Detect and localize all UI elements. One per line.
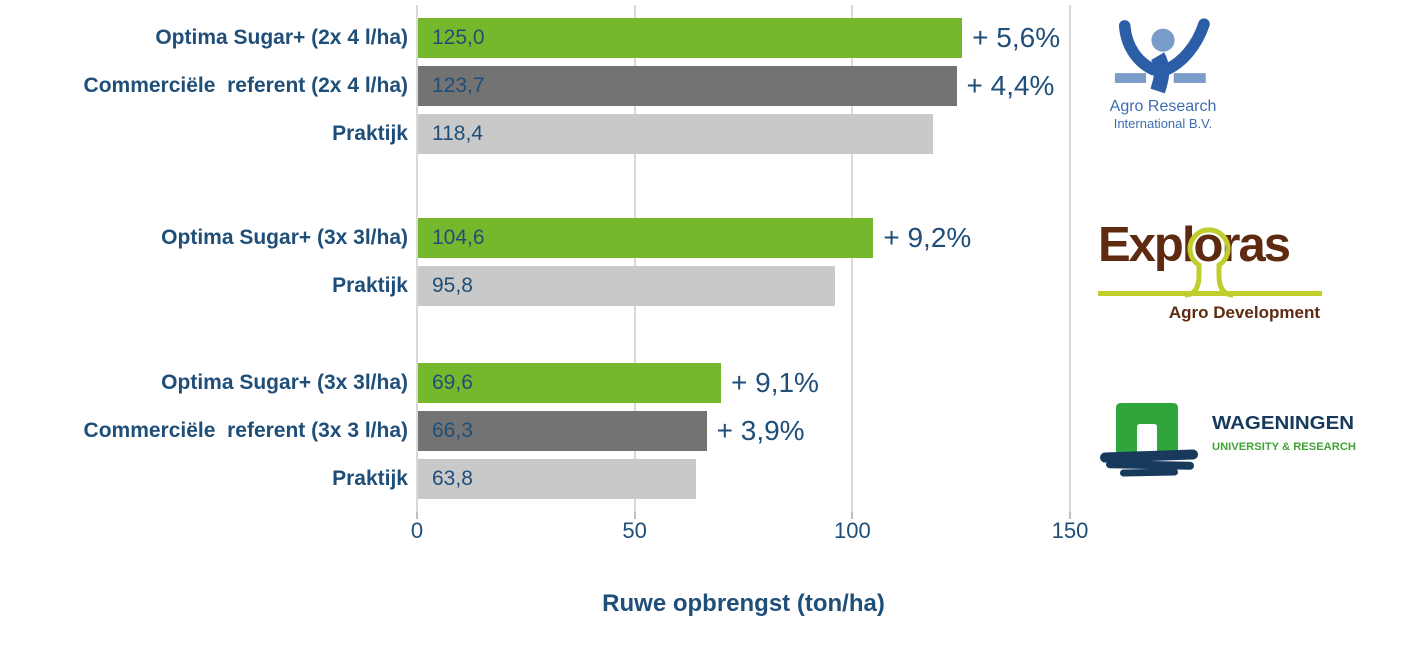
bar-value-label: 118,4 bbox=[432, 122, 483, 145]
category-label: Commerciële referent (3x 3 l/ha) bbox=[83, 419, 408, 442]
agro-research-logo-line1: Agro Research bbox=[1109, 98, 1217, 115]
gridline-150 bbox=[1069, 5, 1071, 512]
bar-commercial_referent: 123,7 bbox=[418, 66, 957, 106]
bar-praktijk: 95,8 bbox=[418, 266, 836, 306]
exploras-wordmark-o: o bbox=[1185, 221, 1234, 298]
wageningen-logo: WAGENINGEN UNIVERSITY & RESEARCH bbox=[1100, 400, 1356, 482]
bar-value-label: 69,6 bbox=[432, 371, 473, 394]
exploras-logo: Expl o ras Agro Development bbox=[1098, 218, 1322, 322]
bar-delta-label: + 5,6% bbox=[972, 22, 1061, 53]
category-label: Optima Sugar+ (3x 3l/ha) bbox=[161, 371, 408, 394]
bar-value-label: 123,7 bbox=[432, 74, 485, 97]
exploras-wordmark: Expl o ras bbox=[1098, 218, 1322, 298]
bar-value-label: 63,8 bbox=[432, 467, 473, 490]
exploras-wordmark-part1: Expl bbox=[1098, 218, 1195, 272]
bar-delta-label: + 9,2% bbox=[883, 222, 972, 253]
category-label: Optima Sugar+ (3x 3l/ha) bbox=[161, 226, 408, 249]
exploras-wordmark-part3: ras bbox=[1221, 218, 1291, 272]
bar-delta-label: + 4,4% bbox=[966, 70, 1055, 101]
gridline-100 bbox=[851, 5, 854, 512]
bar-delta-label: + 3,9% bbox=[716, 415, 805, 446]
category-label: Praktijk bbox=[332, 274, 408, 297]
x-axis-tick bbox=[633, 512, 636, 519]
category-label: Commerciële referent (2x 4 l/ha) bbox=[83, 74, 408, 97]
x-axis-tick bbox=[1069, 512, 1071, 519]
x-axis-title: Ruwe opbrengst (ton/ha) bbox=[602, 590, 885, 617]
x-axis-tick-label: 150 bbox=[1051, 518, 1089, 543]
bar-commercial_referent: 66,3 bbox=[418, 411, 707, 451]
bar-optima_sugar: 69,6 bbox=[418, 363, 721, 403]
exploras-baseline-rule bbox=[1098, 291, 1322, 296]
gridline-50 bbox=[633, 5, 636, 512]
category-label: Praktijk bbox=[332, 122, 408, 145]
bar-praktijk: 118,4 bbox=[418, 114, 934, 154]
x-axis-tick-label: 0 bbox=[410, 518, 424, 543]
bar-value-label: 66,3 bbox=[432, 419, 473, 442]
bar-optima_sugar: 125,0 bbox=[418, 18, 963, 58]
bar-value-label: 104,6 bbox=[432, 226, 485, 249]
bar-value-label: 95,8 bbox=[432, 274, 473, 297]
agro-research-logo: Agro Research International B.V. bbox=[1103, 18, 1223, 132]
wageningen-line1: WAGENINGEN bbox=[1212, 413, 1354, 433]
category-label: Optima Sugar+ (2x 4 l/ha) bbox=[155, 26, 408, 49]
bar-praktijk: 63,8 bbox=[418, 459, 696, 499]
exploras-tagline: Agro Development bbox=[1168, 303, 1320, 322]
bar-optima_sugar: 104,6 bbox=[418, 218, 874, 258]
x-axis-tick bbox=[851, 512, 854, 519]
wageningen-line2: UNIVERSITY & RESEARCH bbox=[1212, 441, 1356, 453]
raised-arms-figure-icon bbox=[1114, 18, 1210, 94]
gridline-0 bbox=[416, 5, 418, 512]
exploras-sprout-ring-icon bbox=[1185, 227, 1234, 298]
x-axis-tick bbox=[416, 512, 418, 519]
agro-research-logo-line2: International B.V. bbox=[1113, 116, 1213, 132]
wageningen-arch-icon: WAGENINGEN UNIVERSITY & RESEARCH bbox=[1100, 403, 1356, 477]
x-axis-tick-label: 100 bbox=[833, 518, 871, 543]
category-label: Praktijk bbox=[332, 467, 408, 490]
x-axis-tick-label: 50 bbox=[622, 518, 647, 543]
bar-delta-label: + 9,1% bbox=[730, 367, 819, 398]
bar-value-label: 125,0 bbox=[432, 26, 485, 49]
